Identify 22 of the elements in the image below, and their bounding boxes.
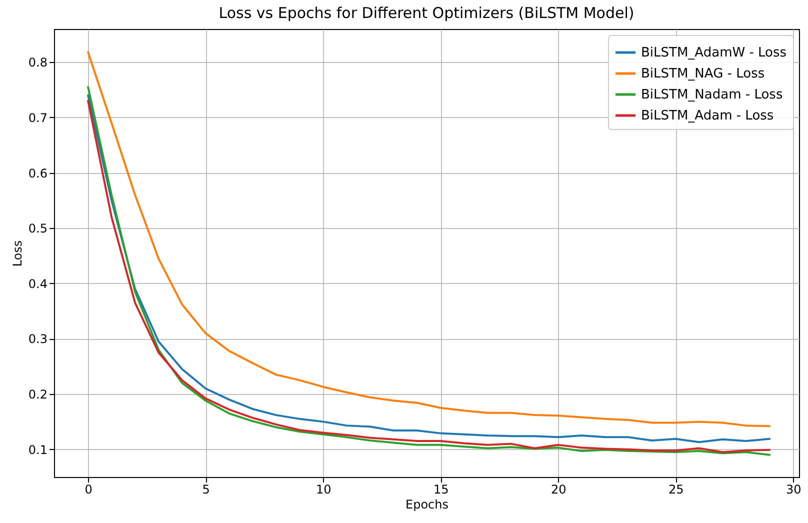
x-tick-label: 30	[786, 482, 802, 496]
y-tick-label: 0.7	[28, 110, 48, 125]
chart-title: Loss vs Epochs for Different Optimizers (BiLSTM Model)	[218, 4, 634, 22]
y-axis-title: Loss	[10, 240, 24, 267]
x-axis-title: Epochs	[406, 498, 448, 512]
y-tick-label: 0.8	[28, 56, 48, 70]
legend-label: BiLSTM_Adam - Loss	[641, 108, 774, 124]
x-tick-label: 0	[84, 482, 92, 496]
x-tick-label: 10	[316, 482, 332, 496]
y-tick-label: 0.4	[28, 276, 48, 291]
x-tick-label: 25	[668, 482, 684, 496]
y-tick-label: 0.5	[28, 222, 48, 236]
x-tick-label: 20	[550, 482, 566, 496]
legend-label: BiLSTM_AdamW - Loss	[641, 46, 787, 60]
y-tick-label: 0.6	[28, 166, 48, 180]
legend-label: BiLSTM_NAG - Loss	[641, 66, 765, 82]
x-tick-label: 5	[202, 482, 210, 496]
legend-label: BiLSTM_Nadam - Loss	[641, 88, 783, 102]
x-tick-label: 15	[433, 482, 449, 496]
y-tick-label: 0.1	[28, 442, 48, 457]
y-tick-label: 0.3	[28, 332, 48, 346]
y-tick-label: 0.2	[28, 388, 48, 402]
